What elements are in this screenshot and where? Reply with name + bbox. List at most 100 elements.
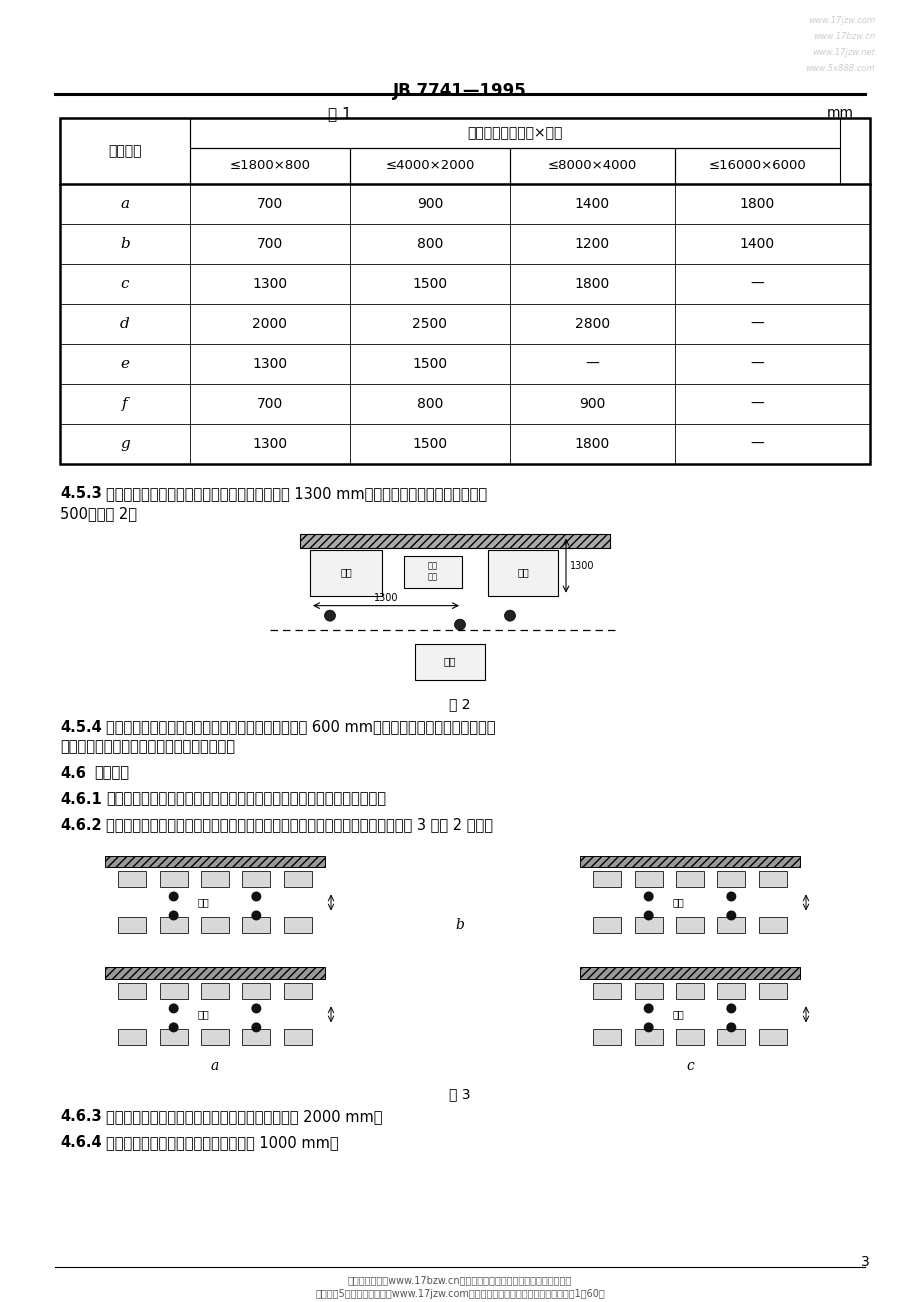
Circle shape [643,910,653,921]
Bar [634,983,662,1000]
Text: 800: 800 [416,397,443,410]
Text: 机床轮廓尺寸（长×宽）: 机床轮廓尺寸（长×宽） [467,126,562,139]
Text: www.17bzw.cn: www.17bzw.cn [812,33,874,40]
Text: ≤16000×6000: ≤16000×6000 [708,159,805,172]
Text: 图 2: 图 2 [448,698,471,712]
Bar [60,118,869,464]
Text: 900: 900 [579,397,605,410]
Bar [160,1030,187,1046]
Bar [200,918,229,934]
Text: d: d [120,316,130,331]
Bar [160,983,187,1000]
Bar [717,871,744,888]
Bar [200,871,229,888]
Circle shape [725,910,735,921]
Text: 机床: 机床 [443,656,456,667]
Text: c: c [120,277,129,290]
Circle shape [168,1022,178,1032]
Circle shape [251,1004,261,1013]
Circle shape [643,892,653,901]
Bar [579,855,800,867]
Text: —: — [750,357,764,371]
Circle shape [168,1004,178,1013]
Circle shape [168,910,178,921]
Bar [675,148,839,184]
Text: 机床之间的次要通道宽度一般不应小于 1000 mm。: 机床之间的次要通道宽度一般不应小于 1000 mm。 [106,1135,338,1151]
Text: 最小距离: 最小距离 [108,145,142,158]
Text: 1800: 1800 [739,197,775,211]
Text: 2800: 2800 [574,316,609,331]
Bar [717,983,744,1000]
Bar [579,967,800,979]
Text: 车间通道一般分为纵向主要通道、横向主要通道和机床之间的次要通道。: 车间通道一般分为纵向主要通道、横向主要通道和机床之间的次要通道。 [106,792,386,806]
Text: ≤4000×2000: ≤4000×2000 [385,159,474,172]
Bar [675,1030,703,1046]
Text: 1800: 1800 [574,277,609,290]
Text: 4.6.4: 4.6.4 [60,1135,101,1151]
Bar [634,1030,662,1046]
Circle shape [324,611,335,621]
Text: 通道: 通道 [672,897,683,907]
Text: 1300: 1300 [252,357,288,371]
Text: b: b [120,237,130,251]
Bar [242,871,270,888]
Bar [283,1030,312,1046]
Bar [414,643,484,680]
Text: 1500: 1500 [412,357,447,371]
Text: 900: 900 [416,197,443,211]
Text: —: — [750,277,764,290]
Text: 1200: 1200 [574,237,609,251]
Text: 800: 800 [416,237,443,251]
Text: 1300: 1300 [570,561,594,570]
Bar [200,1030,229,1046]
Bar [758,871,786,888]
Bar [119,918,146,934]
Bar [593,983,620,1000]
Text: 机床: 机床 [340,568,351,578]
Text: 4.6.3: 4.6.3 [60,1109,101,1125]
Text: 1500: 1500 [412,277,447,290]
Bar [634,871,662,888]
Bar [300,534,609,548]
Bar [160,918,187,934]
Text: 通道: 通道 [672,1009,683,1019]
Bar [675,871,703,888]
Text: —: — [585,357,598,371]
Text: 4.6: 4.6 [60,766,85,781]
Bar [758,1030,786,1046]
Text: g: g [120,436,130,450]
Bar [593,918,620,934]
Bar [283,983,312,1000]
Text: 1800: 1800 [574,436,609,450]
Text: 会打字、5分钟快速自助建站www.17jzw.com易启建站网免费提供建站平台，商业网站1年60元: 会打字、5分钟快速自助建站www.17jzw.com易启建站网免费提供建站平台，… [315,1289,604,1299]
Circle shape [168,892,178,901]
Text: 4.5.3: 4.5.3 [60,486,102,501]
Circle shape [504,611,515,621]
Text: 500，见图 2。: 500，见图 2。 [60,505,137,521]
Bar [242,918,270,934]
Text: f: f [122,397,128,410]
Bar [758,918,786,934]
Bar [675,918,703,934]
Text: 表 1: 表 1 [328,105,351,121]
Circle shape [454,620,465,630]
Text: —: — [750,436,764,450]
Text: 4.5.4: 4.5.4 [60,720,102,734]
Text: 机床与划线或检验平板之间的最小距离应不小于 1300 mm；平板与墙壁间的距离应不小于: 机床与划线或检验平板之间的最小距离应不小于 1300 mm；平板与墙壁间的距离应… [106,486,486,501]
Text: 1300: 1300 [252,277,288,290]
Text: 车间通道: 车间通道 [94,766,129,781]
Circle shape [725,892,735,901]
Circle shape [643,1022,653,1032]
Text: 700: 700 [256,237,283,251]
Text: 1300: 1300 [252,436,288,450]
Text: 车间横向主要通道根据需要设置，其宽度不应小于 2000 mm。: 车间横向主要通道根据需要设置，其宽度不应小于 2000 mm。 [106,1109,382,1125]
Text: —: — [750,316,764,331]
Text: 机床: 机床 [516,568,528,578]
Text: 2000: 2000 [252,316,287,331]
Text: 3: 3 [860,1255,869,1269]
Text: 每个加工车间都应有一条纵向主要通道，其宽度应根据本车间内的运输方式按图 3 和表 2 确定。: 每个加工车间都应有一条纵向主要通道，其宽度应根据本车间内的运输方式按图 3 和表… [106,818,493,832]
Bar [593,871,620,888]
Circle shape [251,1022,261,1032]
Text: www.17jzw.com: www.17jzw.com [807,16,874,25]
Bar [200,983,229,1000]
